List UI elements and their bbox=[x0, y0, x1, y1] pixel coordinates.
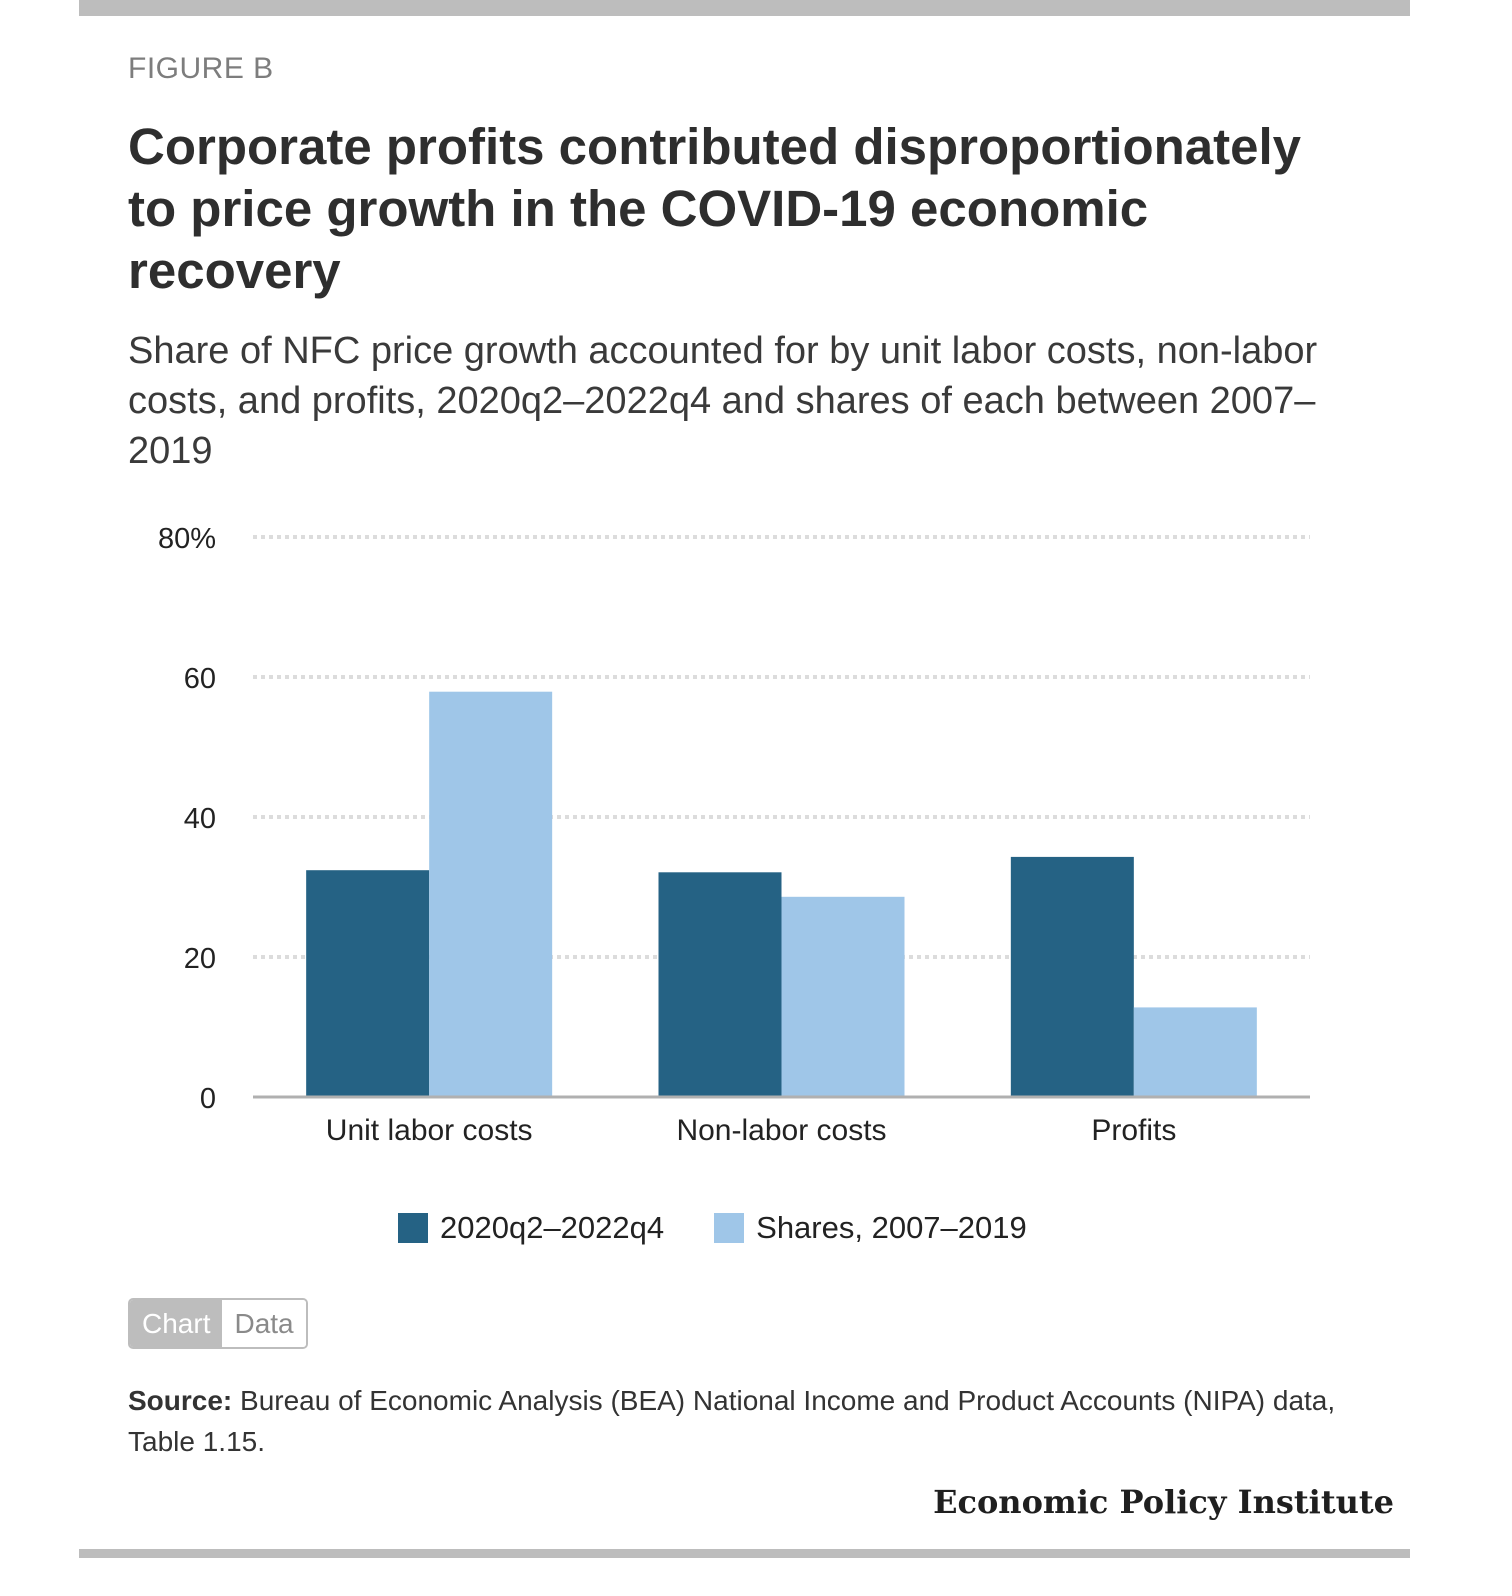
x-tick-label: Unit labor costs bbox=[326, 1114, 533, 1147]
y-tick-label: 0 bbox=[200, 1083, 216, 1115]
y-tick-label: 80% bbox=[158, 523, 216, 555]
y-tick-label: 20 bbox=[184, 943, 216, 975]
y-tick-label: 40 bbox=[184, 803, 216, 835]
bar bbox=[1133, 1007, 1257, 1097]
bar bbox=[1010, 856, 1134, 1097]
chart-subtitle: Share of NFC price growth accounted for … bbox=[128, 330, 1318, 472]
bar bbox=[658, 872, 782, 1097]
bottom-rule bbox=[79, 1549, 1410, 1558]
chart-legend: 2020q2–2022q4 Shares, 2007–2019 bbox=[398, 1210, 1077, 1246]
data-tab[interactable]: Data bbox=[222, 1300, 306, 1347]
chart-title: Corporate profits contributed disproport… bbox=[128, 118, 1302, 299]
legend-swatch-series-2 bbox=[714, 1213, 745, 1243]
bar bbox=[781, 896, 905, 1097]
bar bbox=[306, 870, 430, 1097]
source-note: Source: Bureau of Economic Analysis (BEA… bbox=[128, 1380, 1368, 1462]
source-label: Source: bbox=[128, 1385, 233, 1416]
y-tick-label: 60 bbox=[184, 663, 216, 695]
x-tick-label: Profits bbox=[1091, 1114, 1176, 1147]
chart-tab[interactable]: Chart bbox=[130, 1300, 223, 1347]
view-toggle: Chart Data bbox=[128, 1298, 308, 1349]
legend-label-series-1: 2020q2–2022q4 bbox=[440, 1210, 665, 1245]
top-rule bbox=[79, 0, 1410, 16]
legend-swatch-series-1 bbox=[398, 1213, 428, 1243]
x-tick-label: Non-labor costs bbox=[676, 1114, 886, 1147]
legend-item-series-1: 2020q2–2022q4 bbox=[398, 1210, 664, 1246]
source-text: Bureau of Economic Analysis (BEA) Nation… bbox=[128, 1385, 1336, 1457]
legend-label-series-2: Shares, 2007–2019 bbox=[756, 1210, 1027, 1245]
bar bbox=[429, 691, 553, 1097]
legend-item-series-2: Shares, 2007–2019 bbox=[714, 1210, 1027, 1246]
figure-label: FIGURE B bbox=[128, 52, 274, 85]
brand-logo: Economic Policy Institute bbox=[933, 1483, 1394, 1521]
bar-chart: 0 20 40 60 80% Unit labor costs Non-labor cost… bbox=[158, 523, 1310, 1147]
